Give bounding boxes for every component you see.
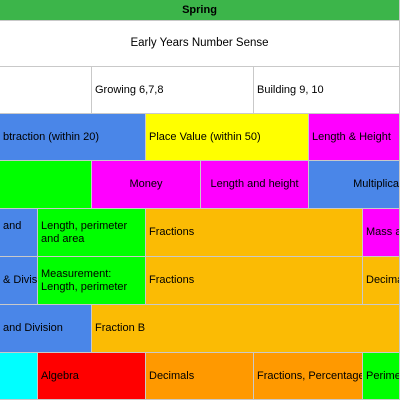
row3-cell-subtraction: btraction (within 20) [0, 114, 146, 161]
row2-cell-1 [0, 67, 92, 114]
row6-cell-decimals: Decima [363, 257, 400, 305]
row6-cell-fractions: Fractions [146, 257, 363, 305]
row8-cell-decimals: Decimals [146, 353, 254, 400]
row5-cell-length-perimeter: Length, perimeter and area [38, 209, 146, 257]
term-header: Spring [0, 0, 400, 21]
row8-cell-1 [0, 353, 38, 400]
row2-cell-building: Building 9, 10 [254, 67, 400, 114]
row6-cell-1: & Divisi [0, 257, 38, 305]
row7-cell-division: and Division [0, 305, 92, 353]
row2-cell-growing: Growing 6,7,8 [92, 67, 254, 114]
row5-cell-fractions: Fractions [146, 209, 363, 257]
row-early-years-title: Early Years Number Sense [0, 21, 400, 67]
row4-cell-length-height: Length and height [201, 161, 309, 209]
row8-cell-perimeter: Perime [363, 353, 400, 400]
row4-cell-money: Money [92, 161, 201, 209]
row5-cell-mass: Mass a [363, 209, 400, 257]
row8-cell-algebra: Algebra [38, 353, 146, 400]
row8-cell-fractions-percentages: Fractions, Percentage [254, 353, 363, 400]
row7-cell-fraction-b: Fraction B [92, 305, 400, 353]
row4-cell-1 [0, 161, 92, 209]
row3-cell-place-value: Place Value (within 50) [146, 114, 309, 161]
row5-cell-1: and [0, 209, 38, 257]
row6-cell-measurement: Measurement: Length, perimeter [38, 257, 146, 305]
row3-cell-length-height: Length & Height [309, 114, 400, 161]
row4-cell-multiplication: Multiplica [309, 161, 400, 209]
